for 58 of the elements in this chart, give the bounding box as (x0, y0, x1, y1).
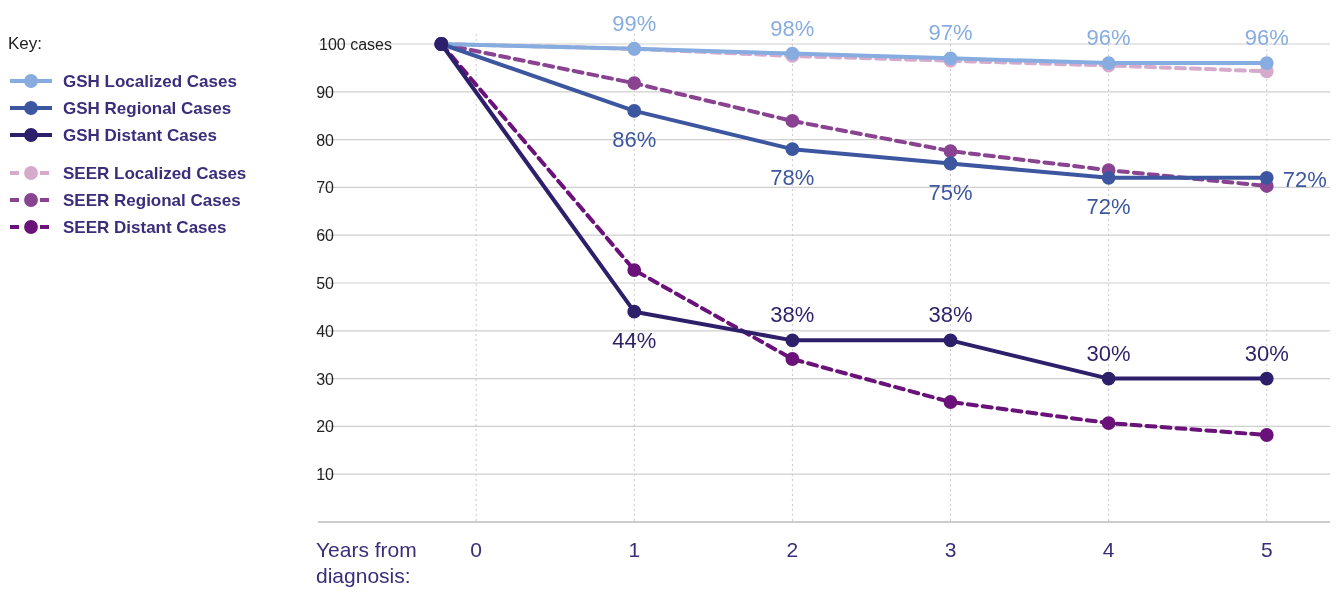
data-label: 30% (1086, 340, 1131, 366)
point (627, 76, 642, 91)
legend-label: GSH Localized Cases (63, 72, 237, 91)
data-label: 98% (770, 15, 815, 41)
y-tick-label: 20 (316, 418, 335, 436)
point (1101, 416, 1116, 430)
point (785, 352, 800, 366)
point (1259, 56, 1274, 71)
point (785, 142, 800, 157)
legend-title: Key: (8, 34, 43, 53)
point (627, 104, 642, 118)
legend-label: SEER Regional Cases (63, 191, 241, 210)
x-tick-label: 0 (470, 538, 482, 561)
point (1259, 428, 1274, 442)
point (1101, 170, 1116, 185)
point (1259, 371, 1274, 386)
legend-label: GSH Regional Cases (63, 99, 232, 118)
data-label: 30% (1244, 340, 1289, 366)
legend-label: SEER Localized Cases (63, 164, 247, 183)
y-tick-label: 50 (316, 275, 335, 292)
point (943, 395, 958, 409)
x-tick-label: 5 (1260, 538, 1273, 561)
x-tick-label: 2 (786, 538, 799, 561)
data-label: 38% (928, 302, 973, 328)
data-label: 72% (1282, 166, 1327, 192)
legend-label: SEER Distant Cases (63, 218, 227, 237)
point (627, 304, 642, 319)
data-label: 99% (612, 10, 657, 36)
data-label: 75% (928, 179, 973, 205)
y-tick-label: 10 (316, 466, 335, 484)
data-label: 96% (1086, 25, 1131, 51)
point (943, 156, 958, 171)
point (785, 114, 800, 128)
x-tick-label: 4 (1102, 538, 1115, 561)
y-tick-label: 30 (316, 370, 335, 388)
y-tick-label: 80 (316, 131, 335, 149)
x-tick-label: 1 (628, 538, 641, 561)
point (1101, 371, 1116, 386)
data-label: 38% (770, 302, 815, 328)
point (943, 144, 958, 158)
point (1259, 170, 1274, 185)
y-tick-label: 70 (316, 179, 335, 197)
data-label: 96% (1244, 25, 1289, 51)
point (943, 333, 958, 348)
point (627, 263, 642, 277)
legend-label: GSH Distant Cases (63, 126, 217, 145)
data-label: 97% (928, 20, 973, 46)
data-label: 72% (1086, 193, 1131, 219)
data-label: 86% (612, 126, 657, 152)
y-tick-label: 60 (316, 227, 335, 245)
y-tick-label: 100 cases (319, 36, 392, 53)
point (785, 333, 800, 348)
y-tick-label: 90 (316, 83, 335, 101)
data-label: 44% (612, 327, 657, 353)
y-tick-label: 40 (316, 322, 335, 340)
data-label: 78% (770, 165, 815, 191)
x-axis-title: Years from diagnosis: (316, 538, 417, 587)
x-tick-label: 3 (944, 538, 957, 561)
